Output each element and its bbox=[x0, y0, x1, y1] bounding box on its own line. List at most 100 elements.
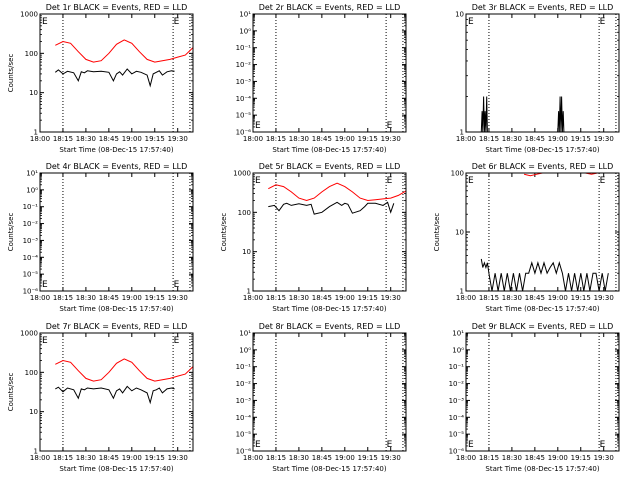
x-tick-label: 18:45 bbox=[525, 454, 545, 462]
x-tick-label: 19:15 bbox=[358, 135, 378, 143]
y-tick-label: 100 bbox=[238, 209, 251, 217]
panel-det-4: Det 4r BLACK = Events, RED = LLD Counts/s… bbox=[7, 162, 194, 313]
x-tick-label: 18:45 bbox=[312, 135, 332, 143]
y-tick-label: 10⁻³ bbox=[23, 237, 39, 245]
x-axis-label: Start Time (08-Dec-15 17:57:40) bbox=[272, 465, 386, 473]
e-marker: E bbox=[255, 440, 261, 450]
y-tick-label: 10⁻² bbox=[236, 380, 252, 388]
x-tick-label: 18:45 bbox=[99, 135, 119, 143]
y-axis-label: Counts/sec bbox=[7, 373, 15, 412]
x-tick-label: 19:15 bbox=[571, 294, 591, 302]
x-tick-label: 18:45 bbox=[312, 454, 332, 462]
y-tick-label: 10⁻¹ bbox=[236, 363, 252, 371]
plot-frame bbox=[39, 332, 194, 452]
x-tick-label: 18:00 bbox=[243, 135, 263, 143]
y-tick-label: 100 bbox=[25, 50, 38, 58]
e-marker: E bbox=[174, 17, 180, 27]
y-tick-label: 10⁻¹ bbox=[449, 363, 465, 371]
x-tick-label: 18:15 bbox=[479, 294, 499, 302]
panel-title: Det 2r BLACK = Events, RED = LLD bbox=[259, 3, 401, 12]
x-tick-label: 18:15 bbox=[479, 135, 499, 143]
y-tick-label: 10¹ bbox=[26, 170, 38, 178]
x-tick-label: 19:30 bbox=[168, 454, 188, 462]
y-tick-label: 10 bbox=[242, 248, 251, 256]
x-tick-label: 18:15 bbox=[479, 454, 499, 462]
panel-det-5: Det 5r BLACK = Events, RED = LLD Counts/s… bbox=[220, 162, 407, 313]
e-marker: E bbox=[387, 176, 393, 186]
x-tick-label: 18:45 bbox=[99, 454, 119, 462]
x-tick-label: 19:30 bbox=[168, 294, 188, 302]
x-tick-label: 19:15 bbox=[145, 454, 165, 462]
series-lld-line bbox=[55, 39, 194, 63]
x-tick-label: 19:00 bbox=[335, 454, 355, 462]
y-tick-label: 10⁻⁴ bbox=[236, 414, 252, 422]
x-tick-label: 18:00 bbox=[30, 135, 50, 143]
x-tick-label: 19:00 bbox=[335, 294, 355, 302]
series-lld-line bbox=[55, 358, 194, 382]
panel-title: Det 7r BLACK = Events, RED = LLD bbox=[46, 322, 188, 331]
x-tick-label: 18:15 bbox=[266, 135, 286, 143]
e-marker: E bbox=[174, 336, 180, 346]
e-marker: E bbox=[42, 17, 48, 27]
x-tick-label: 18:30 bbox=[76, 454, 96, 462]
x-tick-label: 19:30 bbox=[168, 135, 188, 143]
e-marker: E bbox=[387, 440, 393, 450]
y-tick-label: 10⁻⁵ bbox=[236, 431, 252, 439]
x-tick-label: 18:15 bbox=[53, 454, 73, 462]
y-tick-label: 10⁰ bbox=[239, 346, 251, 354]
x-tick-label: 19:15 bbox=[145, 135, 165, 143]
panel-title: Det 4r BLACK = Events, RED = LLD bbox=[46, 162, 188, 171]
x-tick-label: 19:15 bbox=[571, 454, 591, 462]
x-tick-label: 18:30 bbox=[289, 454, 309, 462]
e-marker: E bbox=[468, 17, 474, 27]
e-marker: E bbox=[600, 17, 606, 27]
panel-det-1: Det 1r BLACK = Events, RED = LLD Counts/s… bbox=[7, 3, 194, 154]
x-tick-label: 18:45 bbox=[99, 294, 119, 302]
e-marker: E bbox=[174, 280, 180, 290]
y-tick-label: 10⁰ bbox=[239, 27, 251, 35]
y-tick-label: 10¹ bbox=[239, 11, 251, 19]
plot-frame bbox=[252, 332, 407, 452]
y-tick-label: 1000 bbox=[20, 11, 38, 19]
y-tick-label: 1 bbox=[247, 288, 251, 296]
x-axis-label: Start Time (08-Dec-15 17:57:40) bbox=[485, 305, 599, 313]
series-events-line bbox=[55, 385, 175, 405]
y-tick-label: 10 bbox=[29, 89, 38, 97]
x-tick-label: 18:30 bbox=[76, 294, 96, 302]
x-axis-label: Start Time (08-Dec-15 17:57:40) bbox=[59, 146, 173, 154]
y-tick-label: 10 bbox=[29, 408, 38, 416]
x-tick-label: 18:45 bbox=[525, 294, 545, 302]
x-tick-label: 19:00 bbox=[122, 135, 142, 143]
series-events-line bbox=[54, 68, 175, 88]
y-axis-label: Counts/sec bbox=[7, 213, 15, 252]
x-tick-label: 18:00 bbox=[456, 294, 476, 302]
x-tick-label: 19:15 bbox=[145, 294, 165, 302]
e-marker: E bbox=[387, 121, 393, 131]
x-tick-label: 19:15 bbox=[358, 454, 378, 462]
y-tick-label: 1 bbox=[460, 129, 464, 137]
panel-det-9: Det 9r BLACK = Events, RED = LLD Start Ti… bbox=[449, 322, 620, 473]
x-tick-label: 19:30 bbox=[381, 454, 401, 462]
y-tick-label: 10⁻⁵ bbox=[23, 271, 39, 279]
y-tick-label: 10 bbox=[455, 229, 464, 237]
panel-title: Det 9r BLACK = Events, RED = LLD bbox=[472, 322, 614, 331]
x-tick-label: 18:45 bbox=[312, 294, 332, 302]
x-axis-label: Start Time (08-Dec-15 17:57:40) bbox=[485, 146, 599, 154]
x-tick-label: 18:30 bbox=[76, 135, 96, 143]
x-axis-label: Start Time (08-Dec-15 17:57:40) bbox=[272, 305, 386, 313]
y-tick-label: 10⁰ bbox=[452, 346, 464, 354]
x-tick-label: 19:30 bbox=[381, 135, 401, 143]
e-marker: E bbox=[255, 176, 261, 186]
y-tick-label: 10⁻³ bbox=[236, 78, 252, 86]
x-tick-label: 18:00 bbox=[243, 294, 263, 302]
x-tick-label: 19:00 bbox=[548, 135, 568, 143]
plot-frame bbox=[465, 13, 620, 133]
y-tick-label: 10⁻³ bbox=[449, 397, 465, 405]
x-axis-label: Start Time (08-Dec-15 17:57:40) bbox=[59, 305, 173, 313]
y-tick-label: 10⁻⁶ bbox=[23, 288, 39, 296]
e-marker: E bbox=[468, 440, 474, 450]
e-marker: E bbox=[468, 176, 474, 186]
series-events-line bbox=[480, 96, 565, 133]
y-tick-label: 10⁻⁵ bbox=[236, 112, 252, 120]
series-events-line bbox=[480, 258, 609, 292]
